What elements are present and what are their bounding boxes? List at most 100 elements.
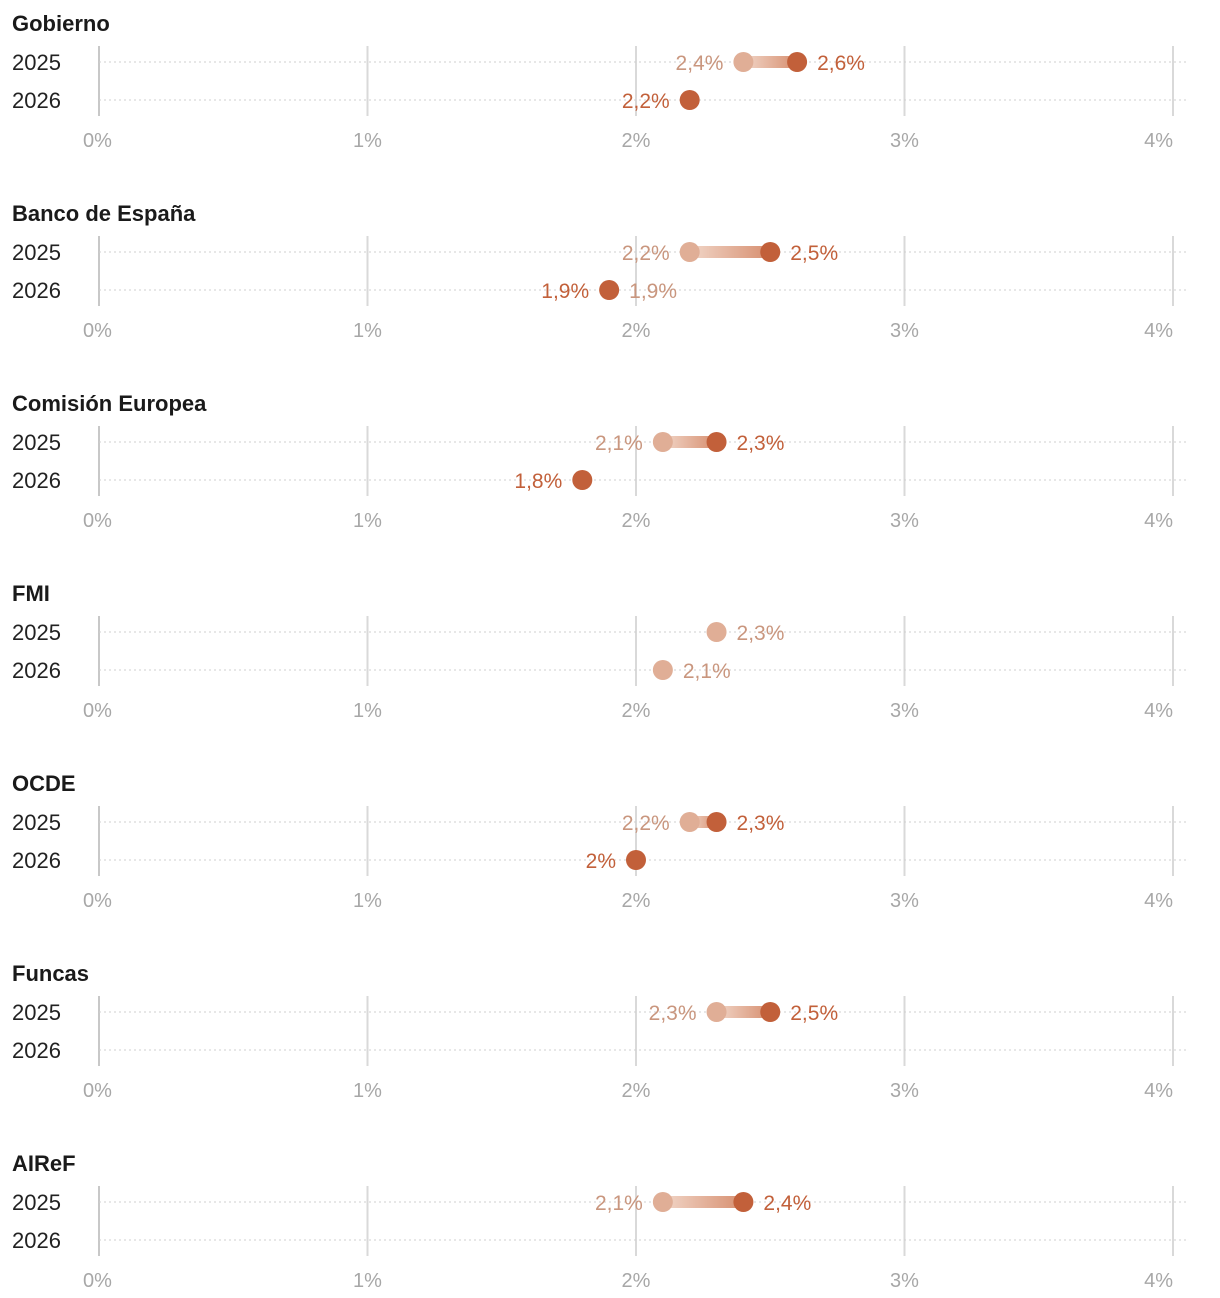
old-value-label: 2,3% xyxy=(737,622,785,645)
change-bar xyxy=(662,436,717,448)
old-estimate-dot xyxy=(679,242,700,262)
new-estimate-dot xyxy=(599,280,620,300)
year-label: 2026 xyxy=(12,1228,61,1253)
old-estimate-dot xyxy=(652,660,673,680)
panel-title: Funcas xyxy=(12,961,89,986)
tick-label: 3% xyxy=(890,700,919,722)
tick-label: 0% xyxy=(83,700,112,722)
old-value-label: 2,2% xyxy=(622,812,670,835)
new-estimate-dot xyxy=(572,470,593,490)
tick-label: 4% xyxy=(1144,1080,1173,1102)
panel-title: Banco de España xyxy=(12,201,196,226)
tick-label: 2% xyxy=(622,320,651,342)
tick-label: 1% xyxy=(353,320,382,342)
tick-label: 2% xyxy=(622,130,651,152)
change-bar xyxy=(662,1196,744,1208)
new-value-label: 2,5% xyxy=(790,242,838,265)
tick-label: 4% xyxy=(1144,320,1173,342)
old-estimate-dot xyxy=(733,52,754,72)
old-estimate-dot xyxy=(706,622,727,642)
old-estimate-dot xyxy=(679,812,700,832)
new-value-label: 2% xyxy=(586,850,616,873)
old-value-label: 1,9% xyxy=(629,280,677,303)
old-value-label: 2,2% xyxy=(622,242,670,265)
panel-title: FMI xyxy=(12,581,50,606)
year-label: 2025 xyxy=(12,240,61,265)
tick-label: 1% xyxy=(353,700,382,722)
tick-label: 4% xyxy=(1144,1270,1173,1292)
year-label: 2025 xyxy=(12,430,61,455)
tick-label: 3% xyxy=(890,1270,919,1292)
tick-label: 1% xyxy=(353,890,382,912)
tick-label: 0% xyxy=(83,1080,112,1102)
tick-label: 0% xyxy=(83,510,112,532)
year-label: 2026 xyxy=(12,848,61,873)
change-bar xyxy=(716,1006,771,1018)
tick-label: 2% xyxy=(622,1080,651,1102)
year-label: 2026 xyxy=(12,1038,61,1063)
year-label: 2025 xyxy=(12,1000,61,1025)
new-estimate-dot xyxy=(787,52,808,72)
change-bar xyxy=(743,56,798,68)
new-estimate-dot xyxy=(679,90,700,110)
tick-label: 3% xyxy=(890,320,919,342)
tick-label: 2% xyxy=(622,510,651,532)
tick-label: 0% xyxy=(83,890,112,912)
new-estimate-dot xyxy=(706,812,727,832)
new-value-label: 2,4% xyxy=(763,1192,811,1215)
panel-5: Funcas 2025 2,3% 2,5% 2026 0% 1% 2% 3% 4% xyxy=(12,961,1186,1102)
old-estimate-dot xyxy=(652,1192,673,1212)
tick-label: 4% xyxy=(1144,700,1173,722)
year-label: 2026 xyxy=(12,658,61,683)
old-value-label: 2,4% xyxy=(676,52,724,75)
new-value-label: 2,3% xyxy=(737,432,785,455)
tick-label: 4% xyxy=(1144,890,1173,912)
change-bar xyxy=(689,246,771,258)
new-value-label: 2,6% xyxy=(817,52,865,75)
new-value-label: 2,3% xyxy=(737,812,785,835)
old-value-label: 2,1% xyxy=(683,660,731,683)
panel-title: Gobierno xyxy=(12,11,110,36)
tick-label: 3% xyxy=(890,1080,919,1102)
old-estimate-dot xyxy=(652,432,673,452)
new-value-label: 2,5% xyxy=(790,1002,838,1025)
panel-4: OCDE 2025 2,2% 2,3% 2026 2% 0% 1% 2% 3% 4% xyxy=(12,771,1186,912)
old-estimate-dot xyxy=(706,1002,727,1022)
old-value-label: 2,1% xyxy=(595,1192,643,1215)
tick-label: 1% xyxy=(353,130,382,152)
year-label: 2025 xyxy=(12,1190,61,1215)
tick-label: 3% xyxy=(890,890,919,912)
tick-label: 4% xyxy=(1144,130,1173,152)
year-label: 2026 xyxy=(12,278,61,303)
year-label: 2025 xyxy=(12,50,61,75)
tick-label: 2% xyxy=(622,890,651,912)
tick-label: 2% xyxy=(622,700,651,722)
tick-label: 2% xyxy=(622,1270,651,1292)
new-estimate-dot xyxy=(760,242,781,262)
new-estimate-dot xyxy=(626,850,646,870)
panel-0: Gobierno 2025 2,4% 2,6% 2026 2,2% 0% 1% 2% 3% 4% xyxy=(12,11,1186,152)
tick-label: 4% xyxy=(1144,510,1173,532)
new-value-label: 1,8% xyxy=(514,470,562,493)
tick-label: 1% xyxy=(353,1270,382,1292)
new-estimate-dot xyxy=(733,1192,754,1212)
tick-label: 3% xyxy=(890,510,919,532)
new-estimate-dot xyxy=(760,1002,781,1022)
tick-label: 0% xyxy=(83,320,112,342)
panel-title: AIReF xyxy=(12,1151,76,1176)
new-value-label: 1,9% xyxy=(541,280,589,303)
panel-1: Banco de España 2025 2,2% 2,5% 2026 1,9% 1,9% 0… xyxy=(12,201,1186,342)
panel-3: FMI 2025 2,3% 2026 2,1% 0% 1% 2% 3% 4% xyxy=(12,581,1186,722)
panel-2: Comisión Europea 2025 2,1% 2,3% 2026 1,8% 0% 1%… xyxy=(12,391,1186,532)
old-value-label: 2,3% xyxy=(649,1002,697,1025)
year-label: 2026 xyxy=(12,88,61,113)
new-value-label: 2,2% xyxy=(622,90,670,113)
tick-label: 0% xyxy=(83,1270,112,1292)
old-value-label: 2,1% xyxy=(595,432,643,455)
panel-title: OCDE xyxy=(12,771,76,796)
new-estimate-dot xyxy=(706,432,727,452)
tick-label: 3% xyxy=(890,130,919,152)
year-label: 2025 xyxy=(12,810,61,835)
year-label: 2026 xyxy=(12,468,61,493)
